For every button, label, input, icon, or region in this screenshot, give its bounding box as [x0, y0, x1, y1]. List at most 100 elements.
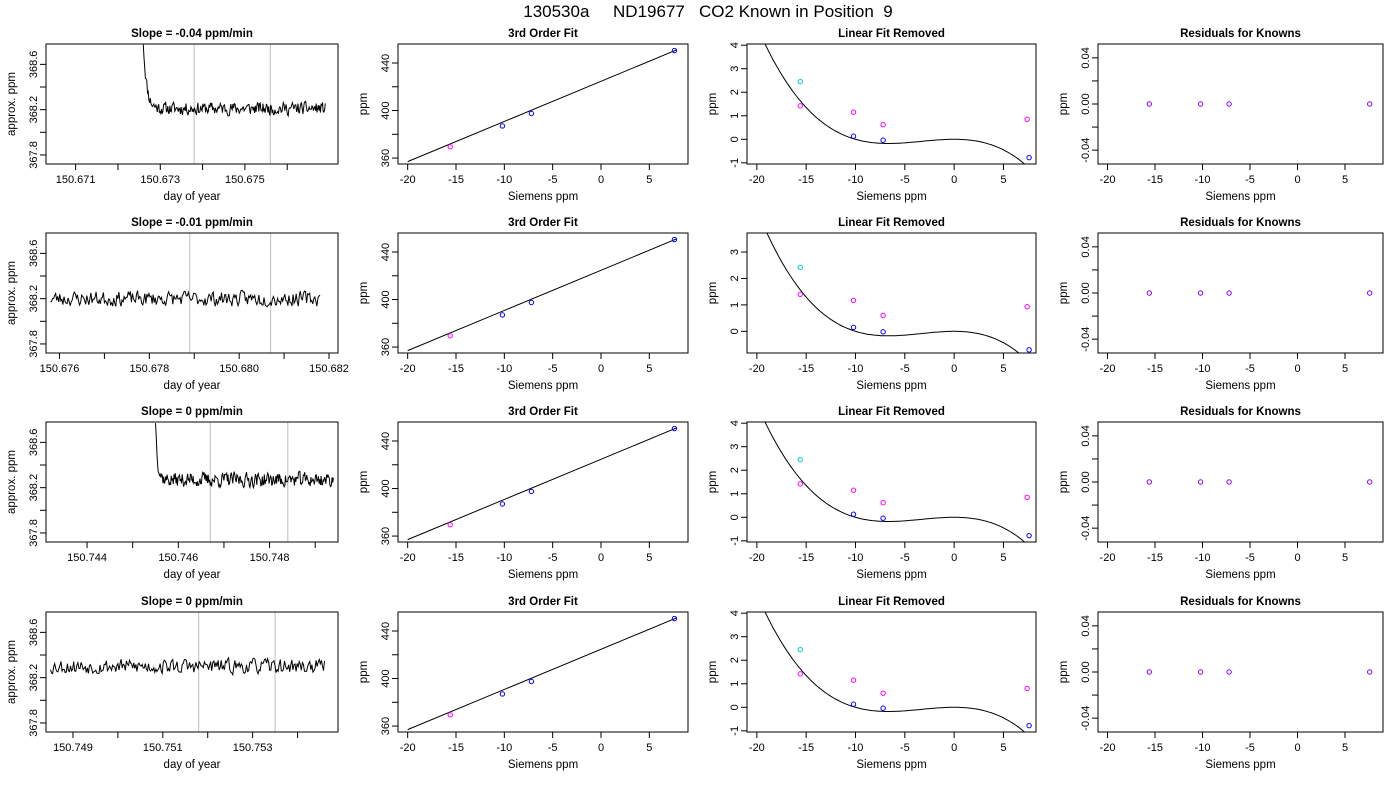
fit-curve — [764, 44, 1026, 164]
panel-title: Linear Fit Removed — [838, 596, 945, 608]
panel-ts-row4: Slope = 0 ppm/min 150.749 150.751 150.753 36… — [6, 596, 339, 771]
x-tick-label: 5 — [1000, 363, 1006, 375]
x-axis-label: Siemens ppm — [1205, 569, 1275, 581]
panel-res-row4: Residuals for Knowns -20 -15 -10 -5 0 5 -0.04 0.… — [1058, 596, 1384, 771]
fit-curve — [766, 233, 1020, 353]
data-point — [1367, 101, 1373, 107]
panel-lin-row3: Linear Fit Removed-20 -15 -10 -5 0 5-101234Si… — [707, 406, 1037, 581]
y-tick-label: 1 — [729, 113, 741, 119]
data-point — [1026, 347, 1032, 353]
x-tick-label: 0 — [1294, 363, 1300, 375]
panel-title: Residuals for Knowns — [1180, 596, 1301, 608]
y-tick-label: 0.04 — [1080, 425, 1092, 446]
y-tick-label: 3 — [729, 249, 741, 255]
x-tick-label: 150.751 — [143, 742, 183, 754]
series-line — [50, 656, 325, 677]
y-tick-label: 0.04 — [1080, 47, 1092, 68]
x-tick-label: -15 — [448, 363, 464, 375]
data-point — [797, 671, 803, 677]
data-point — [850, 511, 857, 517]
x-tick-label: -5 — [548, 742, 558, 754]
x-tick-label: -20 — [400, 174, 416, 186]
plot-frame — [45, 232, 339, 354]
y-tick-label: -0.04 — [1080, 327, 1092, 352]
plot-frame — [1097, 232, 1384, 354]
series-line — [155, 423, 334, 490]
x-tick-label: -20 — [400, 742, 416, 754]
panel-data — [142, 44, 326, 164]
x-tick-label: -15 — [798, 363, 814, 375]
data-point — [1367, 669, 1373, 675]
x-tick-label: -5 — [548, 363, 558, 375]
y-tick-label: 367.8 — [28, 709, 40, 737]
x-tick-label: 150.746 — [158, 552, 198, 564]
panel-lin-row4: Linear Fit Removed-20 -15 -10 -5 0 5-101234Si… — [707, 596, 1037, 771]
data-point — [1197, 479, 1204, 485]
plot-frame — [45, 421, 339, 543]
y-tick-label: 0.04 — [1080, 615, 1092, 636]
x-tick-label: 0 — [1294, 742, 1300, 754]
x-tick-label: -15 — [798, 552, 814, 564]
data-point — [1024, 116, 1030, 122]
fit-line — [407, 238, 677, 352]
panel-data — [50, 233, 321, 353]
panel-title: 3rd Order Fit — [508, 406, 578, 418]
y-tick-label: 440 — [380, 54, 392, 72]
data-point — [797, 103, 803, 109]
x-tick-label: 5 — [646, 552, 652, 564]
y-tick-label: 440 — [380, 432, 392, 450]
x-tick-label: -10 — [1195, 742, 1211, 754]
data-point — [528, 110, 535, 117]
panel-fit-row3: 3rd Order Fit -20 -15 -10 -5 0 5 360 400 440 Sieme… — [358, 406, 689, 581]
data-point — [671, 425, 678, 432]
x-tick-label: -20 — [1100, 363, 1116, 375]
data-point — [797, 456, 803, 463]
data-point — [1024, 304, 1030, 310]
data-point — [1024, 685, 1030, 692]
x-tick-label: -5 — [900, 363, 910, 375]
data-point — [880, 705, 886, 711]
x-axis-label: Siemens ppm — [856, 191, 926, 203]
panel-ts-row1: Slope = -0.04 ppm/min 150.671 150.673 150.6… — [6, 28, 339, 203]
x-tick-label: -5 — [900, 552, 910, 564]
data-point — [880, 137, 886, 143]
x-tick-label: 5 — [1342, 552, 1348, 564]
data-point — [1226, 290, 1232, 296]
data-point — [797, 264, 803, 271]
x-tick-label: -20 — [1100, 742, 1116, 754]
panel-ts-row2: Slope = -0.01 ppm/min 150.676 150.678 150.6… — [6, 217, 349, 392]
y-tick-label: 0 — [729, 704, 741, 710]
data-point — [1197, 101, 1204, 107]
data-point — [447, 144, 453, 150]
data-point — [1226, 479, 1232, 485]
y-tick-label: 367.8 — [28, 141, 40, 169]
data-point — [797, 481, 803, 487]
y-tick-label: 0.00 — [1080, 93, 1092, 114]
figure-title: 130530a ND19677 CO2 Known in Position 9 — [523, 2, 893, 21]
x-tick-label: -20 — [1100, 174, 1116, 186]
panel-res-row3: Residuals for Knowns -20 -15 -10 -5 0 5 -0.04 0.… — [1058, 406, 1384, 581]
y-tick-label: 368.2 — [28, 285, 40, 313]
x-tick-label: -15 — [1147, 742, 1163, 754]
x-tick-label: -10 — [848, 742, 864, 754]
x-tick-label: -15 — [1147, 363, 1163, 375]
x-tick-label: 0 — [598, 742, 604, 754]
y-tick-label: 400 — [380, 290, 392, 308]
x-tick-label: 5 — [646, 174, 652, 186]
x-axis-label: Siemens ppm — [1205, 759, 1275, 771]
x-tick-label: -10 — [848, 174, 864, 186]
y-tick-label: 400 — [380, 669, 392, 687]
data-point — [528, 299, 535, 306]
data-point — [1026, 532, 1032, 539]
data-point — [850, 297, 857, 304]
data-point — [797, 78, 803, 85]
panel-data — [1146, 290, 1373, 296]
x-tick-label: 5 — [1000, 552, 1006, 564]
panel-title: Residuals for Knowns — [1180, 217, 1301, 229]
x-tick-label: -10 — [1195, 552, 1211, 564]
y-tick-label: 4 — [729, 42, 741, 48]
x-tick-label: -20 — [749, 742, 765, 754]
x-tick-label: -20 — [749, 552, 765, 564]
x-tick-label: -20 — [400, 552, 416, 564]
